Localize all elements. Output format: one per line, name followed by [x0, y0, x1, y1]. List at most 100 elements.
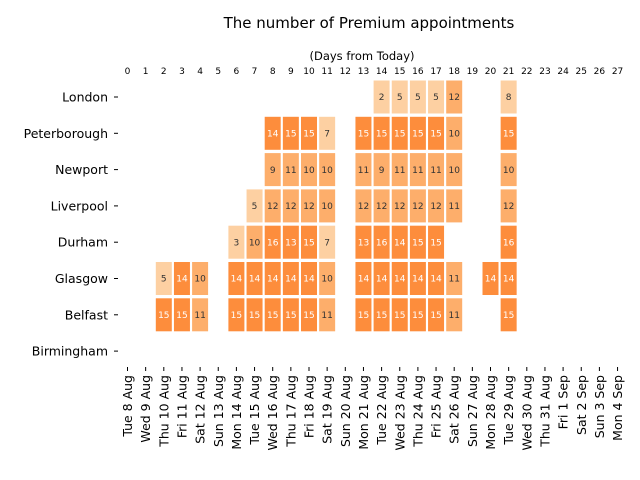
- heatmap-cell: [301, 225, 317, 259]
- cell-value-label: 11: [448, 275, 459, 285]
- date-tick-label: Sat 19 Aug: [320, 375, 335, 444]
- date-tick-label: Sat 2 Sep: [574, 375, 589, 435]
- cell-value-label: 15: [430, 238, 441, 248]
- top-tick-label: 21: [503, 67, 514, 77]
- heatmap-cell: [301, 298, 317, 332]
- date-tick-label: Fri 18 Aug: [302, 375, 317, 438]
- heatmap-cell: [446, 80, 463, 114]
- row-label: Peterborough: [24, 126, 108, 141]
- heatmap-cell: [246, 225, 263, 259]
- cell-value-label: 15: [430, 130, 441, 140]
- heatmap-cell: [282, 225, 299, 259]
- cell-value-label: 10: [194, 275, 206, 285]
- top-tick-label: 10: [303, 67, 315, 77]
- top-tick-label: 4: [197, 67, 203, 77]
- cell-value-label: 14: [485, 275, 497, 285]
- top-tick-label: 13: [358, 67, 369, 77]
- cell-value-label: 15: [285, 311, 296, 321]
- top-tick-label: 14: [376, 67, 388, 77]
- heatmap-cell: [500, 80, 517, 114]
- cell-value-label: 11: [430, 166, 441, 176]
- date-axis-labels: Tue 8 Aug Wed 9 Aug Thu 10 Aug Fri 11 Aug Sa…: [120, 367, 625, 451]
- cell-value-label: 15: [394, 130, 405, 140]
- date-tick-label: Wed 9 Aug: [138, 375, 153, 443]
- heatmap-cell: [428, 80, 445, 114]
- cell-value-label: 7: [324, 238, 330, 248]
- heatmap-cell: [391, 116, 408, 150]
- cell-value-label: 12: [267, 202, 278, 212]
- cell-value-label: 12: [412, 202, 423, 212]
- heatmap-cell: [282, 262, 299, 295]
- row-labels: London Peterborough Newport Liverpool Durham…: [24, 90, 118, 359]
- cell-value-label: 15: [412, 130, 423, 140]
- cell-value-label: 15: [503, 130, 514, 140]
- top-axis-label: (Days from Today): [309, 49, 414, 63]
- cell-value-label: 10: [503, 166, 515, 176]
- cell-value-label: 15: [303, 238, 314, 248]
- heatmap-cells: 2 5 5 5 12 8 14 15 15 7 15 15 15 15 15 10 15 9 11 10 10 11 9 11…: [155, 80, 517, 332]
- cell-value-label: 15: [412, 238, 423, 248]
- row-label: Glasgow: [55, 271, 108, 286]
- heatmap-cell: [282, 153, 299, 187]
- cell-value-label: 11: [358, 166, 369, 176]
- top-tick-label: 17: [430, 67, 441, 77]
- date-tick-label: Sun 27 Aug: [465, 375, 480, 447]
- heatmap-cell: [319, 225, 336, 259]
- heatmap-cell: [391, 298, 408, 332]
- cell-value-label: 11: [448, 202, 459, 212]
- cell-value-label: 12: [376, 202, 387, 212]
- heatmap-cell: [446, 116, 463, 150]
- cell-value-label: 14: [503, 275, 515, 285]
- date-tick-label: Fri 11 Aug: [174, 375, 189, 438]
- cell-value-label: 15: [303, 130, 314, 140]
- cell-value-label: 14: [267, 130, 279, 140]
- heatmap-cell: [428, 262, 445, 295]
- cell-value-label: 5: [415, 93, 421, 103]
- heatmap-cell: [155, 298, 172, 332]
- heatmap-cell: [355, 298, 372, 332]
- cell-value-label: 14: [249, 275, 261, 285]
- heatmap-cell: [319, 262, 336, 295]
- top-tick-label: 5: [215, 67, 221, 77]
- cell-value-label: 13: [358, 238, 369, 248]
- heatmap-cell: [246, 189, 263, 223]
- date-tick-label: Tue 29 Aug: [501, 375, 516, 446]
- top-tick-label: 7: [252, 67, 258, 77]
- heatmap-cell: [373, 80, 390, 114]
- top-tick-label: 3: [179, 67, 185, 77]
- heatmap-cell: [301, 116, 317, 150]
- heatmap-cell: [446, 153, 463, 187]
- cell-value-label: 10: [321, 166, 333, 176]
- heatmap-cell: [282, 189, 299, 223]
- row-label: London: [62, 90, 108, 105]
- top-tick-label: 26: [594, 67, 606, 77]
- heatmap-cell: [155, 262, 172, 295]
- cell-value-label: 16: [503, 238, 515, 248]
- cell-value-label: 9: [270, 166, 276, 176]
- cell-value-label: 12: [503, 202, 514, 212]
- date-tick-label: Thu 24 Aug: [410, 375, 425, 448]
- heatmap-cell: [500, 298, 517, 332]
- row-label: Birmingham: [32, 344, 108, 359]
- heatmap-cell: [355, 262, 372, 295]
- cell-value-label: 3: [234, 238, 240, 248]
- cell-value-label: 10: [448, 166, 460, 176]
- date-tick-label: Wed 30 Aug: [519, 375, 534, 451]
- heatmap-cell: [192, 298, 209, 332]
- heatmap-cell: [391, 80, 408, 114]
- top-tick-label: 0: [125, 67, 131, 77]
- heatmap-cell: [409, 189, 426, 223]
- cell-value-label: 5: [433, 93, 439, 103]
- cell-value-label: 15: [503, 311, 514, 321]
- heatmap-cell: [228, 225, 245, 259]
- heatmap-cell: [391, 262, 408, 295]
- heatmap-cell: [373, 225, 390, 259]
- heatmap-cell: [355, 189, 372, 223]
- cell-value-label: 16: [376, 238, 388, 248]
- row-label: Durham: [58, 235, 108, 250]
- heatmap-cell: [264, 225, 281, 259]
- date-tick-label: Thu 17 Aug: [283, 375, 298, 448]
- heatmap-cell: [391, 153, 408, 187]
- cell-value-label: 10: [321, 202, 333, 212]
